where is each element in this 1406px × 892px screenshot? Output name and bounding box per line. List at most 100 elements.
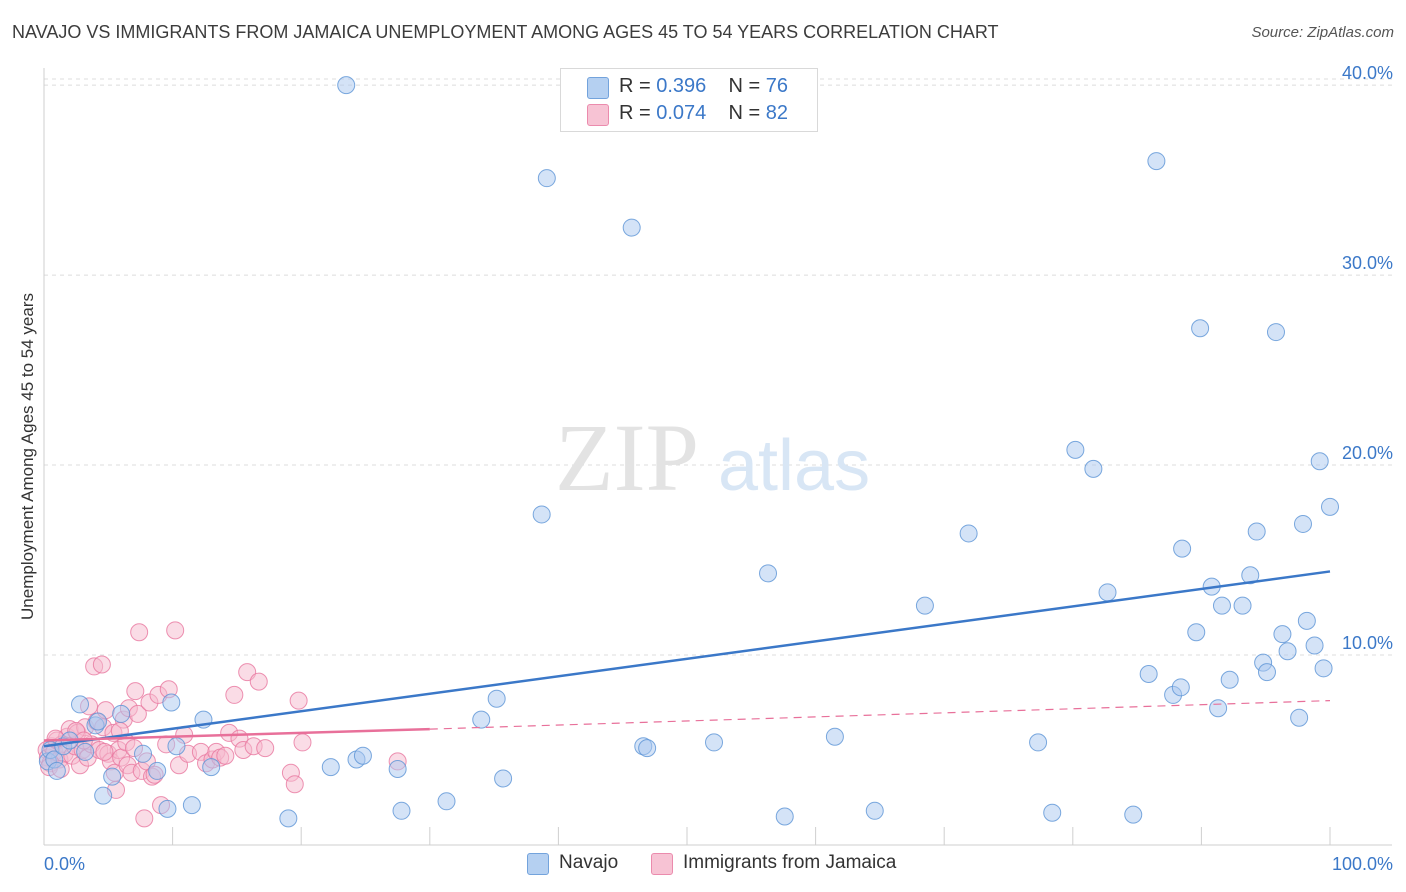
- navajo-point: [353, 746, 372, 765]
- navajo-point: [1043, 803, 1062, 822]
- series-legend-jamaica-label: Immigrants from Jamaica: [683, 852, 897, 873]
- navajo-point: [1139, 665, 1158, 684]
- navajo-point: [76, 742, 95, 761]
- source-credit: Source: ZipAtlas.com: [1251, 24, 1394, 41]
- navajo-point: [1257, 663, 1276, 682]
- jamaica-point: [285, 775, 304, 794]
- navajo-point: [158, 799, 177, 818]
- navajo-point: [392, 801, 411, 820]
- y-tick-label: 40.0%: [1342, 63, 1393, 83]
- navajo-point: [1278, 642, 1297, 661]
- navajo-point: [532, 505, 551, 524]
- navajo-point: [1173, 539, 1192, 558]
- trend-lines: [43, 570, 1331, 748]
- navajo-point: [162, 693, 181, 712]
- jamaica-point: [135, 809, 154, 828]
- watermark-atlas: atlas: [718, 426, 870, 506]
- x-tick-label-max: 100.0%: [1332, 854, 1393, 874]
- legend-r-label: R =: [619, 102, 651, 124]
- navajo-point: [1266, 323, 1285, 342]
- jamaica-point: [238, 663, 257, 682]
- legend-text-navajo: R = 0.396 N = 76: [619, 75, 788, 98]
- jamaica-point: [293, 733, 312, 752]
- axes: Unemployment Among Ages 45 to 54 years: [18, 68, 1392, 846]
- navajo-point: [537, 169, 556, 188]
- jamaica-point: [256, 739, 275, 758]
- y-tick-label: 30.0%: [1342, 253, 1393, 273]
- navajo-point: [494, 769, 513, 788]
- navajo-point: [134, 744, 153, 763]
- legend-swatch-navajo: [587, 77, 609, 99]
- navajo-point: [705, 733, 724, 752]
- navajo-point: [1220, 670, 1239, 689]
- navajo-trend-line: [43, 570, 1331, 748]
- legend-n-label: N =: [728, 102, 761, 124]
- series-legend-navajo-label: Navajo: [559, 852, 619, 873]
- legend-swatch-jamaica: [587, 104, 609, 126]
- navajo-point: [1273, 625, 1292, 644]
- navajo-point: [1187, 623, 1206, 642]
- navajo-point: [1191, 319, 1210, 338]
- navajo-point: [1212, 596, 1231, 615]
- navajo-point: [1241, 566, 1260, 585]
- legend-text-jamaica: R = 0.074 N = 82: [619, 102, 788, 125]
- navajo-point: [71, 695, 90, 714]
- navajo-point: [775, 807, 794, 826]
- navajo-point: [202, 758, 221, 777]
- grid-lines: [44, 78, 1392, 656]
- navajo-point: [112, 704, 131, 723]
- navajo-point: [89, 712, 108, 731]
- navajo-point: [1293, 514, 1312, 533]
- jamaica-point: [216, 746, 235, 765]
- navajo-point: [1124, 805, 1143, 824]
- legend-n-label: N =: [728, 75, 761, 97]
- navajo-point: [337, 76, 356, 95]
- navajo-point: [487, 689, 506, 708]
- navajo-point: [959, 524, 978, 543]
- chart-title: NAVAJO VS IMMIGRANTS FROM JAMAICA UNEMPL…: [12, 22, 999, 42]
- jamaica-trend-line: [43, 727, 430, 742]
- navajo-point: [1305, 636, 1324, 655]
- series-legend-jamaica-swatch: [651, 853, 673, 875]
- navajo-point: [1247, 522, 1266, 541]
- navajo-point: [167, 737, 186, 756]
- watermark: ZIP atlas: [555, 404, 870, 511]
- navajo-point: [638, 739, 657, 758]
- jamaica-point: [95, 742, 114, 761]
- legend-n-jamaica: 82: [765, 102, 789, 124]
- y-tick-label: 10.0%: [1342, 633, 1393, 653]
- jamaica-point: [92, 655, 111, 674]
- navajo-point: [472, 710, 491, 729]
- jamaica-point: [289, 691, 308, 710]
- navajo-point: [1290, 708, 1309, 727]
- jamaica-point: [225, 685, 244, 704]
- navajo-point: [1321, 497, 1339, 516]
- navajo-point: [1147, 152, 1166, 171]
- y-axis-label: Unemployment Among Ages 45 to 54 years: [18, 293, 37, 620]
- navajo-point: [1084, 459, 1103, 478]
- jamaica-trend-extension: [429, 700, 1331, 730]
- legend-n-navajo: 76: [765, 75, 789, 97]
- navajo-point: [94, 786, 113, 805]
- navajo-point: [1314, 659, 1333, 678]
- jamaica-point: [249, 672, 268, 691]
- navajo-point: [103, 767, 122, 786]
- navajo-point: [1029, 733, 1048, 752]
- navajo-point: [825, 727, 844, 746]
- navajo-point: [437, 792, 456, 811]
- navajo-point: [388, 760, 407, 779]
- jamaica-point: [130, 623, 149, 642]
- y-tick-label: 20.0%: [1342, 443, 1393, 463]
- tick-labels: 10.0% 20.0% 30.0% 40.0% 0.0% 100.0%: [44, 63, 1393, 874]
- navajo-point: [622, 218, 641, 237]
- navajo-point: [182, 796, 201, 815]
- navajo-point: [915, 596, 934, 615]
- navajo-point: [1171, 678, 1190, 697]
- navajo-point: [1297, 611, 1316, 630]
- navajo-point: [279, 809, 298, 828]
- x-tick-label-min: 0.0%: [44, 854, 85, 874]
- navajo-point: [1066, 440, 1085, 459]
- legend-r-navajo: 0.396: [656, 75, 707, 97]
- jamaica-point: [126, 682, 145, 701]
